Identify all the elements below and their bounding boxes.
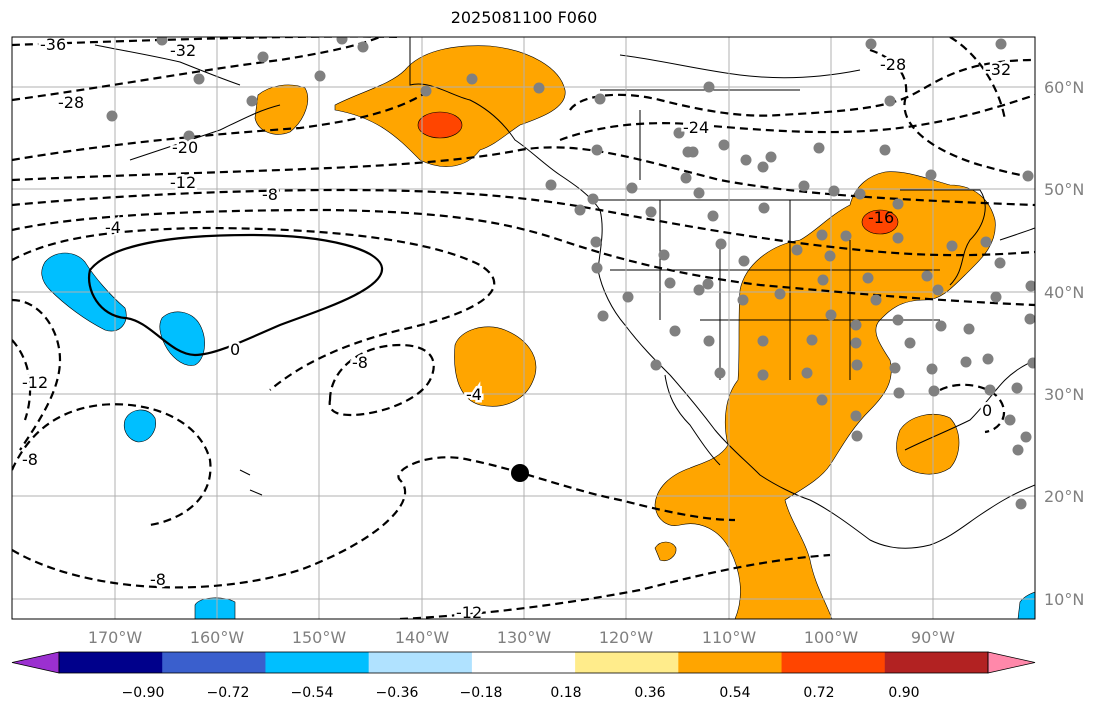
negative-anomaly-region-center [159, 311, 205, 366]
contour-label: -28 [880, 55, 906, 74]
colorbar-tick-label: −0.36 [376, 685, 419, 701]
contour-label: -8 [352, 353, 368, 372]
map-title: 2025081100 F060 [450, 8, 598, 27]
contour-label: -12 [170, 173, 196, 192]
contour-label: -16 [868, 208, 894, 227]
longitude-label: 150°W [292, 628, 347, 647]
positive-anomaly-region-gulf [896, 414, 960, 475]
negative-anomaly-region-small2 [194, 597, 236, 619]
latitude-label: 50°N [1044, 180, 1084, 199]
contour-label: -4 [105, 218, 121, 237]
zero-contour [87, 233, 384, 357]
latitude-axis: 60°N 50°N 40°N 30°N 20°N 10°N [1044, 78, 1084, 609]
contour-label: -36 [40, 35, 66, 54]
longitude-label: 160°W [190, 628, 245, 647]
colorbar-tick-label: 0.36 [634, 685, 665, 701]
contour-label: -12 [456, 603, 482, 622]
contour-label: 0 [982, 401, 992, 420]
strong-anomaly-region-lakes [861, 209, 899, 235]
colorbar-tick-label: 0.90 [888, 685, 919, 701]
colorbar-tick-label: 0.72 [803, 685, 834, 701]
positive-anomaly-region-small [654, 541, 677, 561]
contour-label: -20 [172, 138, 198, 157]
colorbar-tick-label: −0.90 [122, 685, 165, 701]
storm-center-marker [511, 464, 529, 482]
positive-anomaly-region-pacific [454, 326, 537, 407]
colorbar-segment [59, 652, 163, 673]
latitude-label: 40°N [1044, 283, 1084, 302]
contour-label: -12 [22, 373, 48, 392]
latitude-label: 20°N [1044, 487, 1084, 506]
longitude-label: 170°W [88, 628, 143, 647]
positive-anomaly-region-mexico [654, 171, 996, 619]
contour-label: -8 [22, 450, 38, 469]
contour-labels: -36 -32 -28 -20 -12 -8 -4 0 -8 -4 -12 -8… [20, 35, 1014, 622]
longitude-label: 100°W [804, 628, 859, 647]
contour-label: -28 [58, 93, 84, 112]
contour-label: -8 [150, 570, 166, 589]
colorbar-segment [471, 652, 576, 673]
coastlines [94, 37, 1035, 549]
longitude-label: 90°W [911, 628, 955, 647]
map-frame [11, 36, 1036, 620]
colorbar-segment [884, 652, 989, 673]
colorbar-segment [265, 652, 370, 673]
positive-anomaly-region-alaska [334, 45, 566, 167]
colorbar-segment [368, 652, 473, 673]
latitude-label: 60°N [1044, 78, 1084, 97]
contour-label: -4 [466, 385, 482, 404]
colorbar-outline [58, 651, 989, 674]
colorbar-ticks: −0.90 −0.72 −0.54 −0.36 −0.18 0.18 0.36 … [122, 685, 920, 701]
colorbar-extend-min [11, 651, 60, 674]
contour-label: -24 [683, 118, 709, 137]
colorbar [11, 651, 1036, 674]
colorbar-tick-label: 0.54 [719, 685, 750, 701]
colorbar-tick-label: −0.72 [207, 685, 250, 701]
longitude-axis: 170°W 160°W 150°W 140°W 130°W 120°W 110°… [88, 628, 955, 647]
strong-anomaly-region-alaska [417, 111, 463, 139]
negative-anomaly-region-small1 [123, 409, 156, 443]
contour-label: -32 [985, 60, 1011, 79]
height-contours [12, 37, 1035, 619]
longitude-label: 140°W [395, 628, 450, 647]
longitude-label: 110°W [702, 628, 757, 647]
longitude-label: 130°W [497, 628, 552, 647]
colorbar-extend-max [987, 651, 1036, 674]
colorbar-tick-label: 0.18 [550, 685, 581, 701]
contour-label: -8 [262, 185, 278, 204]
latitude-label: 10°N [1044, 590, 1084, 609]
colorbar-tick-label: −0.18 [460, 685, 503, 701]
contour-label: -32 [170, 41, 196, 60]
longitude-label: 120°W [599, 628, 654, 647]
graticule [12, 37, 1035, 619]
contour-label: 0 [230, 340, 240, 359]
colorbar-tick-label: −0.54 [291, 685, 334, 701]
colorbar-segment [678, 652, 783, 673]
colorbar-segment [162, 652, 266, 673]
colorbar-segment [781, 652, 886, 673]
latitude-label: 30°N [1044, 385, 1084, 404]
station-dots [106, 37, 1035, 510]
colorbar-segment [575, 652, 679, 673]
anomaly-shading [41, 45, 1035, 619]
